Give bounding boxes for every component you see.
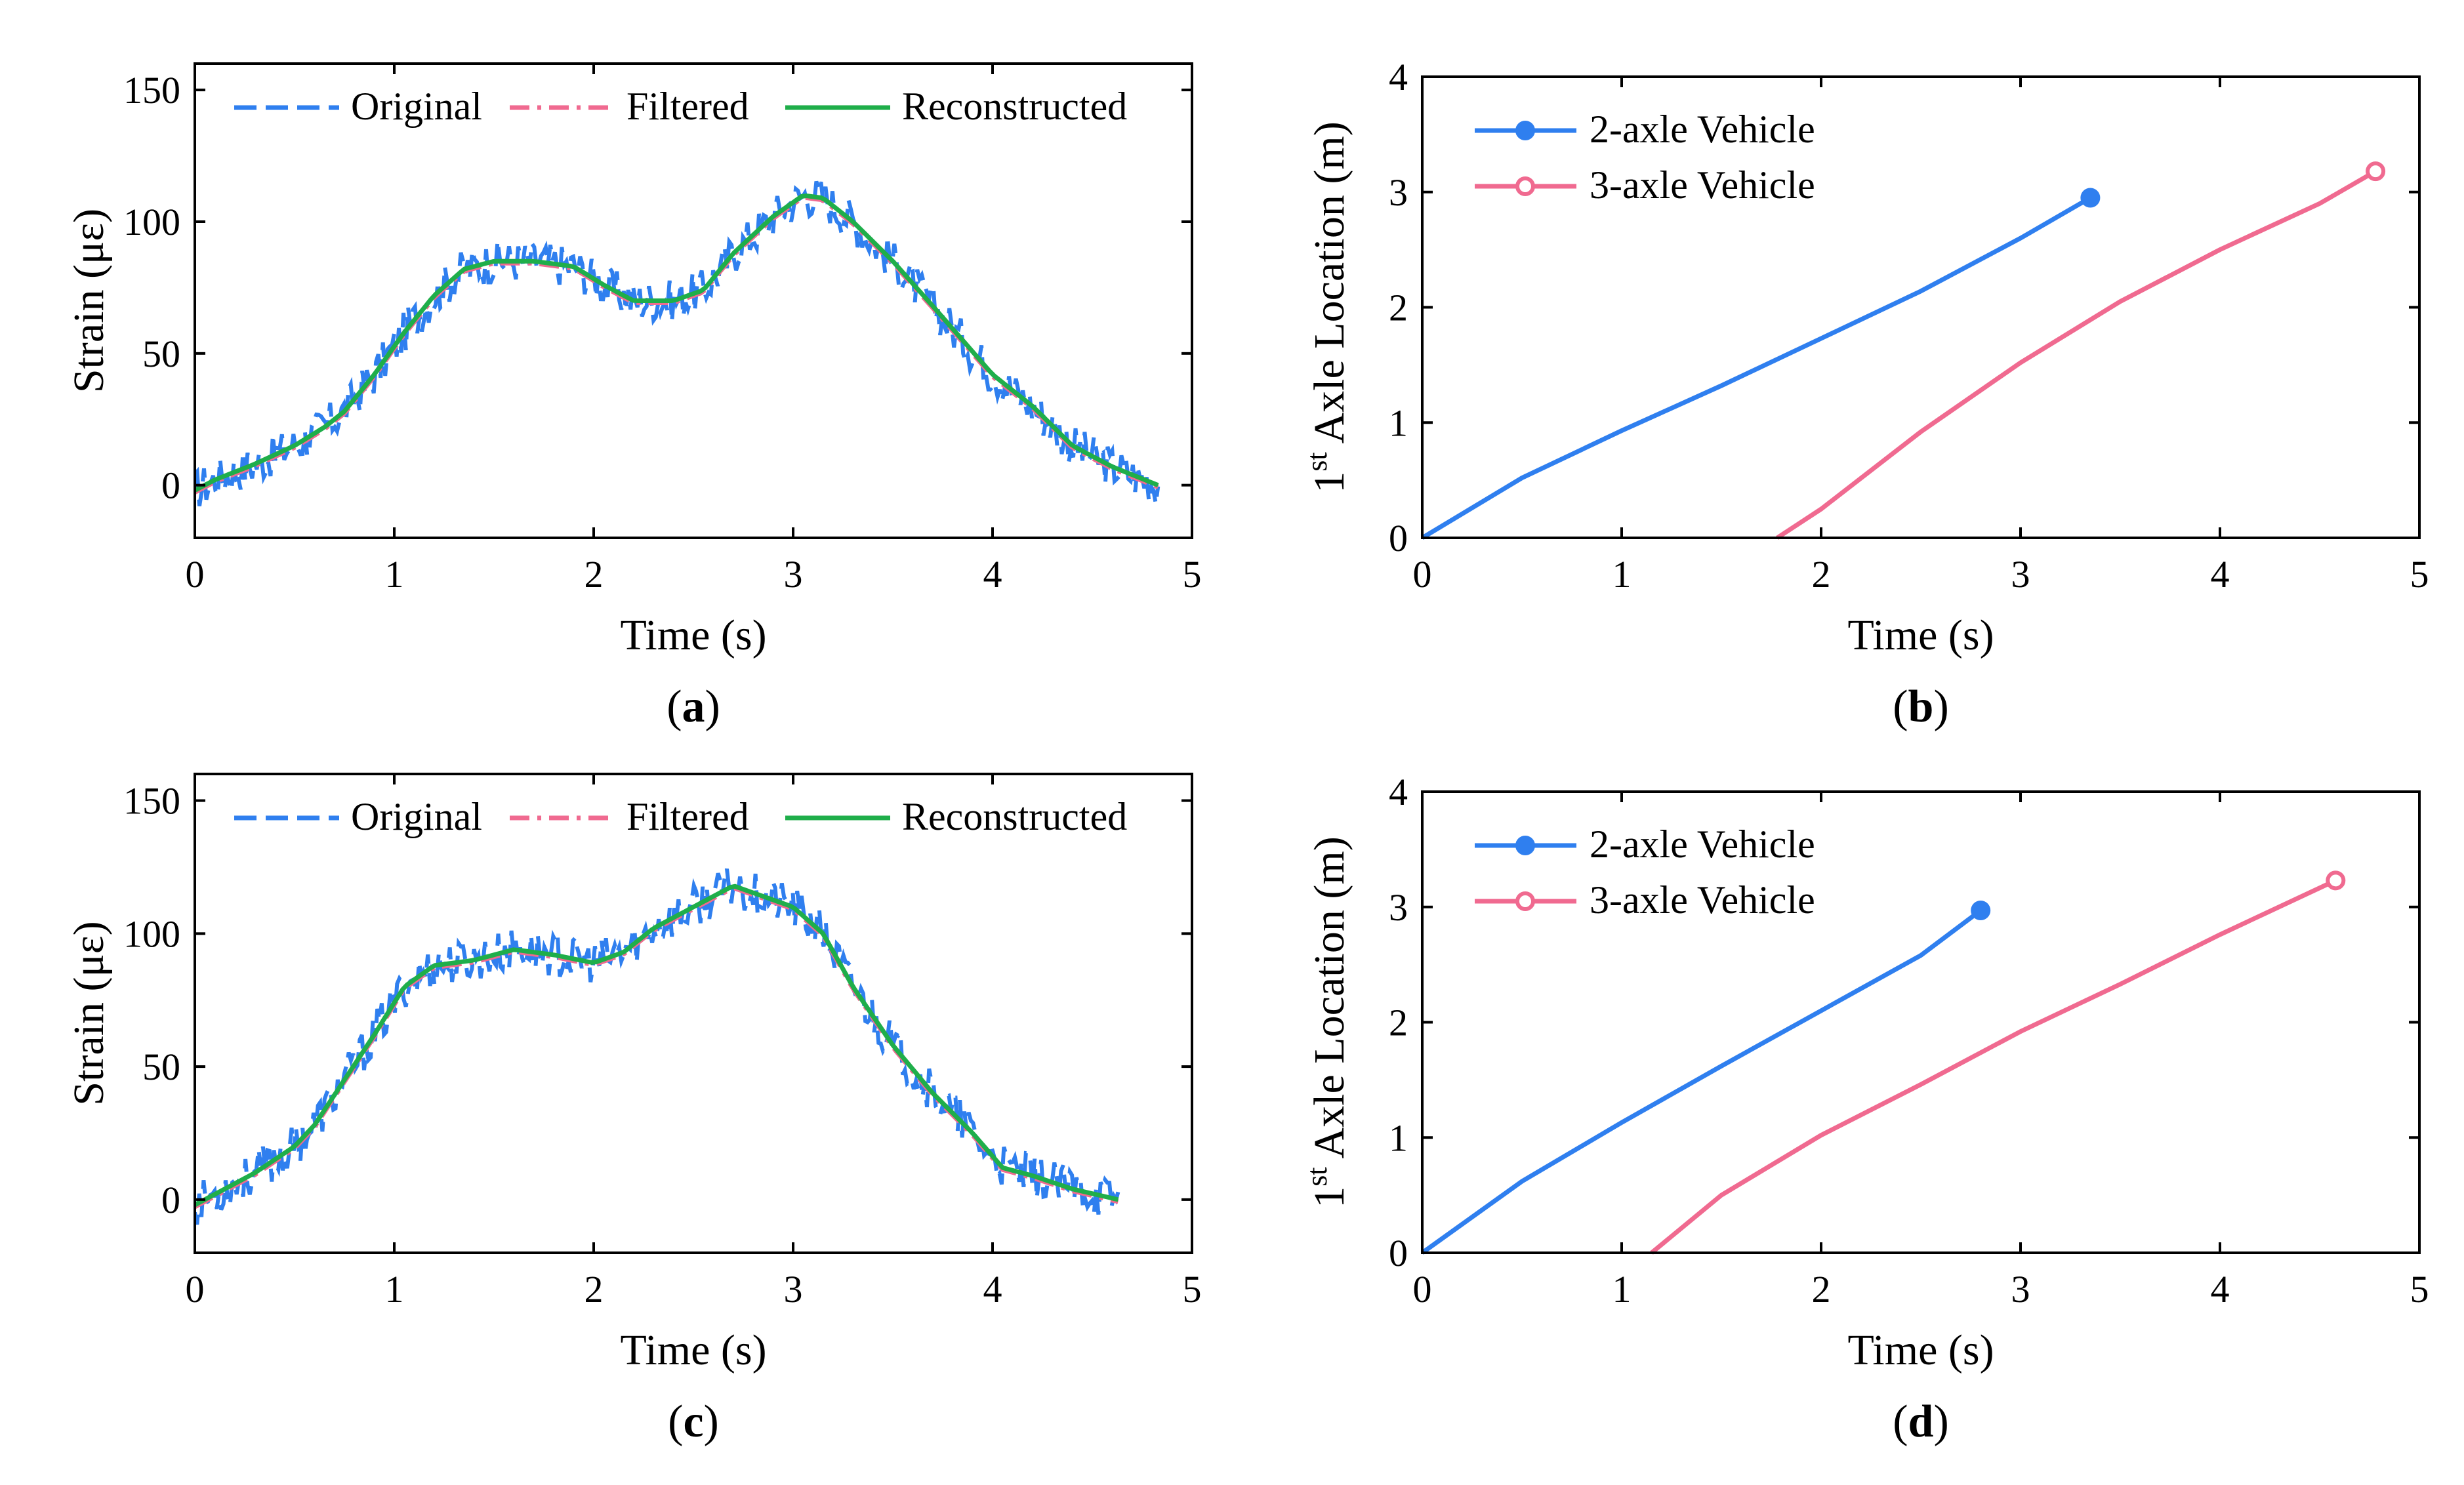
y-tick-label: 0 [161,464,180,507]
y-tick-label: 50 [142,1046,180,1088]
x-tick-label: 1 [385,553,404,596]
panel-caption: (c) [668,1396,719,1447]
legend-2-axle-label: 2-axle Vehicle [1590,823,1815,866]
legend-2-axle-label: 2-axle Vehicle [1590,108,1815,151]
legend-filtered-label: Filtered [626,85,749,128]
y-tick-label: 100 [123,912,180,955]
x-tick-label: 0 [186,1268,205,1311]
x-tick-label: 2 [585,553,604,596]
legend-reconstructed-label: Reconstructed [902,85,1127,128]
x-tick-label: 4 [2211,1268,2230,1311]
x-tick-label: 0 [1413,553,1432,596]
panel-caption: (a) [667,681,720,732]
y-tick-label: 4 [1389,771,1408,813]
x-tick-label: 5 [1183,553,1202,596]
x-tick-label: 4 [2211,553,2230,596]
panel-caption: (d) [1893,1396,1949,1447]
axes-box [1421,790,2421,1254]
x-tick-label: 0 [1413,1268,1432,1311]
x-axis-label: Time (s) [1847,1326,1994,1374]
x-tick-label: 5 [2410,1268,2429,1311]
x-tick-label: 4 [983,1268,1002,1311]
end-marker-2-axle [2080,188,2101,208]
legend-original-label: Original [351,85,482,128]
y-tick-label: 1 [1389,401,1408,444]
end-marker-2-axle [1971,901,1991,921]
series-line-3-axle [1776,169,2377,540]
end-marker-3-axle [2326,870,2346,891]
x-tick-label: 3 [784,1268,803,1311]
panel-d: 0 1 2 3 4 5 0 1 2 3 4 Time (s) 1st Axle Location (m)… [1301,771,2429,1447]
legend-3-axle-marker [1515,891,1535,911]
panel-caption: (b) [1893,681,1949,732]
y-axis-label: 1st Axle Location (m) [1301,836,1353,1208]
series-filtered [195,195,1159,495]
y-tick-label: 50 [142,333,180,375]
legend-3-axle-label: 3-axle Vehicle [1590,163,1815,207]
y-tick-label: 150 [123,69,180,112]
y-axis-label: 1st Axle Location (m) [1301,121,1353,493]
plot-area-a [195,180,1160,507]
x-axis-label: Time (s) [1847,611,1994,659]
y-tick-label: 0 [1389,517,1408,559]
legend-2-axle-marker [1515,836,1535,855]
x-tick-label: 2 [1812,553,1831,596]
x-tick-label: 0 [186,553,205,596]
series-reconstructed [195,193,1159,493]
y-tick-label: 0 [161,1179,180,1221]
x-tick-label: 1 [1612,553,1632,596]
y-tick-label: 0 [1389,1232,1408,1274]
end-marker-3-axle [2366,161,2386,182]
series-line-2-axle [1420,908,1982,1255]
y-tick-label: 4 [1389,56,1408,98]
x-axis-label: Time (s) [620,611,766,659]
y-axis-label: Strain (με) [65,209,113,393]
x-tick-label: 5 [1183,1268,1202,1311]
series-original [195,180,1160,507]
y-tick-label: 150 [123,780,180,823]
series-reconstructed [195,884,1119,1208]
legend-filtered-label: Filtered [626,795,749,838]
axes-box [194,773,1193,1254]
y-axis-label: Strain (με) [65,921,113,1105]
x-tick-label: 3 [2011,1268,2030,1311]
y-tick-label: 3 [1389,171,1408,214]
x-tick-label: 3 [2011,553,2030,596]
x-tick-label: 2 [585,1268,604,1311]
legend-2-axle-marker [1515,121,1535,140]
y-tick-label: 2 [1389,287,1408,329]
series-line-2-axle [1421,195,2092,540]
axes-box [194,62,1193,539]
x-tick-label: 4 [983,553,1002,596]
y-tick-label: 3 [1389,886,1408,929]
x-tick-label: 2 [1812,1268,1831,1311]
x-tick-label: 5 [2410,553,2429,596]
y-tick-label: 2 [1389,1002,1408,1044]
y-tick-label: 1 [1389,1116,1408,1159]
x-tick-label: 1 [1612,1268,1632,1311]
legend-3-axle-label: 3-axle Vehicle [1590,878,1815,922]
y-tick-label: 100 [123,201,180,243]
panel-b: 0 1 2 3 4 5 0 1 2 3 4 Time (s) 1st Axle Location (m)… [1301,56,2429,732]
axes-box [1421,75,2421,539]
x-axis-label: Time (s) [620,1326,766,1374]
plot-area-c [195,868,1120,1225]
x-tick-label: 1 [385,1268,404,1311]
legend-reconstructed-label: Reconstructed [902,795,1127,838]
series-line-3-axle [1650,878,2337,1255]
legend-original-label: Original [351,795,482,838]
series-original [195,868,1120,1225]
legend-3-axle-marker [1515,176,1535,196]
x-tick-label: 3 [784,553,803,596]
